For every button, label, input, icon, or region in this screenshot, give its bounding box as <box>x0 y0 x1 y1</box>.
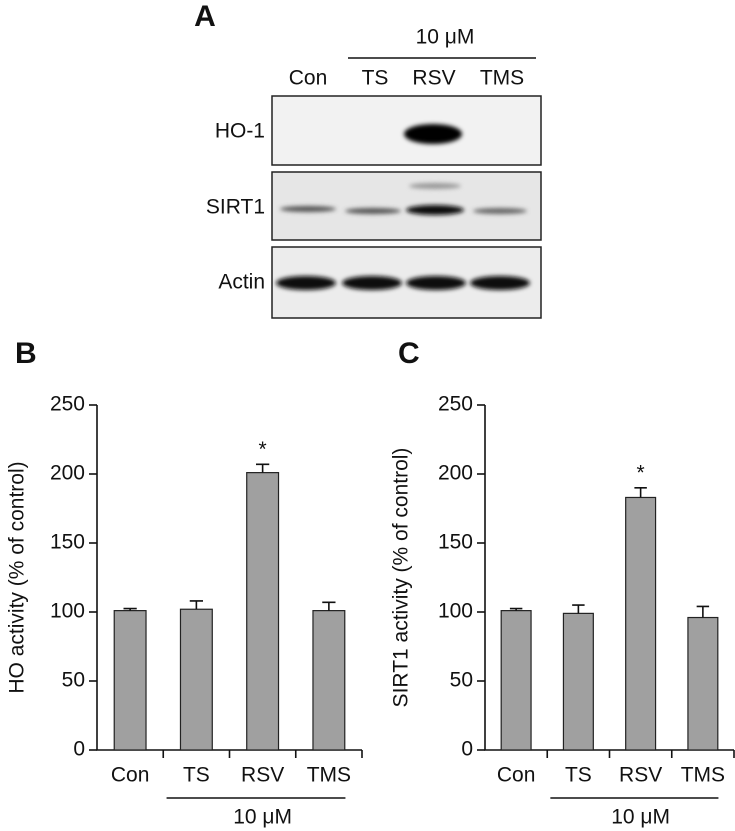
lane-label: RSV <box>412 67 455 90</box>
lane-label: TMS <box>480 67 524 90</box>
y-tick-label: 200 <box>50 462 85 485</box>
panel-label: B <box>15 337 37 370</box>
error-bar <box>123 607 137 611</box>
y-tick-label: 100 <box>50 600 85 623</box>
blot-image <box>271 95 542 319</box>
bar <box>179 608 213 751</box>
y-tick-label: 100 <box>438 600 473 623</box>
error-bar <box>634 487 647 498</box>
row-label: SIRT1 <box>206 196 265 219</box>
error-bar <box>572 604 585 614</box>
x-tick-label: TS <box>183 764 210 787</box>
lane-label: Con <box>289 67 328 90</box>
y-axis-title: SIRT1 activity (% of control) <box>390 448 413 708</box>
group-label: 10 μM <box>233 806 292 829</box>
error-bar <box>509 607 523 611</box>
error-bar <box>189 600 203 610</box>
y-tick-label: 50 <box>62 669 85 692</box>
y-tick-label: 0 <box>461 738 473 761</box>
y-tick-label: 150 <box>438 531 473 554</box>
bar <box>312 610 346 751</box>
x-tick-label: Con <box>497 764 536 787</box>
x-tick-label: TMS <box>681 764 725 787</box>
y-tick-label: 0 <box>73 738 85 761</box>
panel-label: A <box>194 0 216 33</box>
bar <box>113 610 147 751</box>
y-axis-title: HO activity (% of control) <box>6 461 29 693</box>
y-tick-label: 250 <box>438 393 473 416</box>
x-tick-label: RSV <box>241 764 284 787</box>
x-tick-label: RSV <box>619 764 662 787</box>
error-bar <box>696 605 710 618</box>
row-label: Actin <box>218 271 265 294</box>
bar <box>562 612 594 751</box>
treatment-label: 10 μM <box>416 26 475 49</box>
significance-mark: * <box>259 438 267 461</box>
group-label: 10 μM <box>611 806 670 829</box>
y-tick-label: 50 <box>450 669 473 692</box>
bar <box>625 496 657 751</box>
x-tick-label: TS <box>565 764 592 787</box>
y-tick-label: 250 <box>50 393 85 416</box>
y-tick-label: 150 <box>50 531 85 554</box>
error-bar <box>322 601 336 611</box>
row-label: HO-1 <box>215 120 265 143</box>
significance-mark: * <box>637 461 645 484</box>
lane-label: TS <box>362 67 389 90</box>
panel-label: C <box>398 337 420 370</box>
error-bar <box>256 463 270 473</box>
bar <box>687 616 719 751</box>
bar <box>246 472 280 751</box>
bar <box>500 610 532 751</box>
x-tick-label: TMS <box>307 764 351 787</box>
x-tick-label: Con <box>111 764 150 787</box>
y-tick-label: 200 <box>438 462 473 485</box>
